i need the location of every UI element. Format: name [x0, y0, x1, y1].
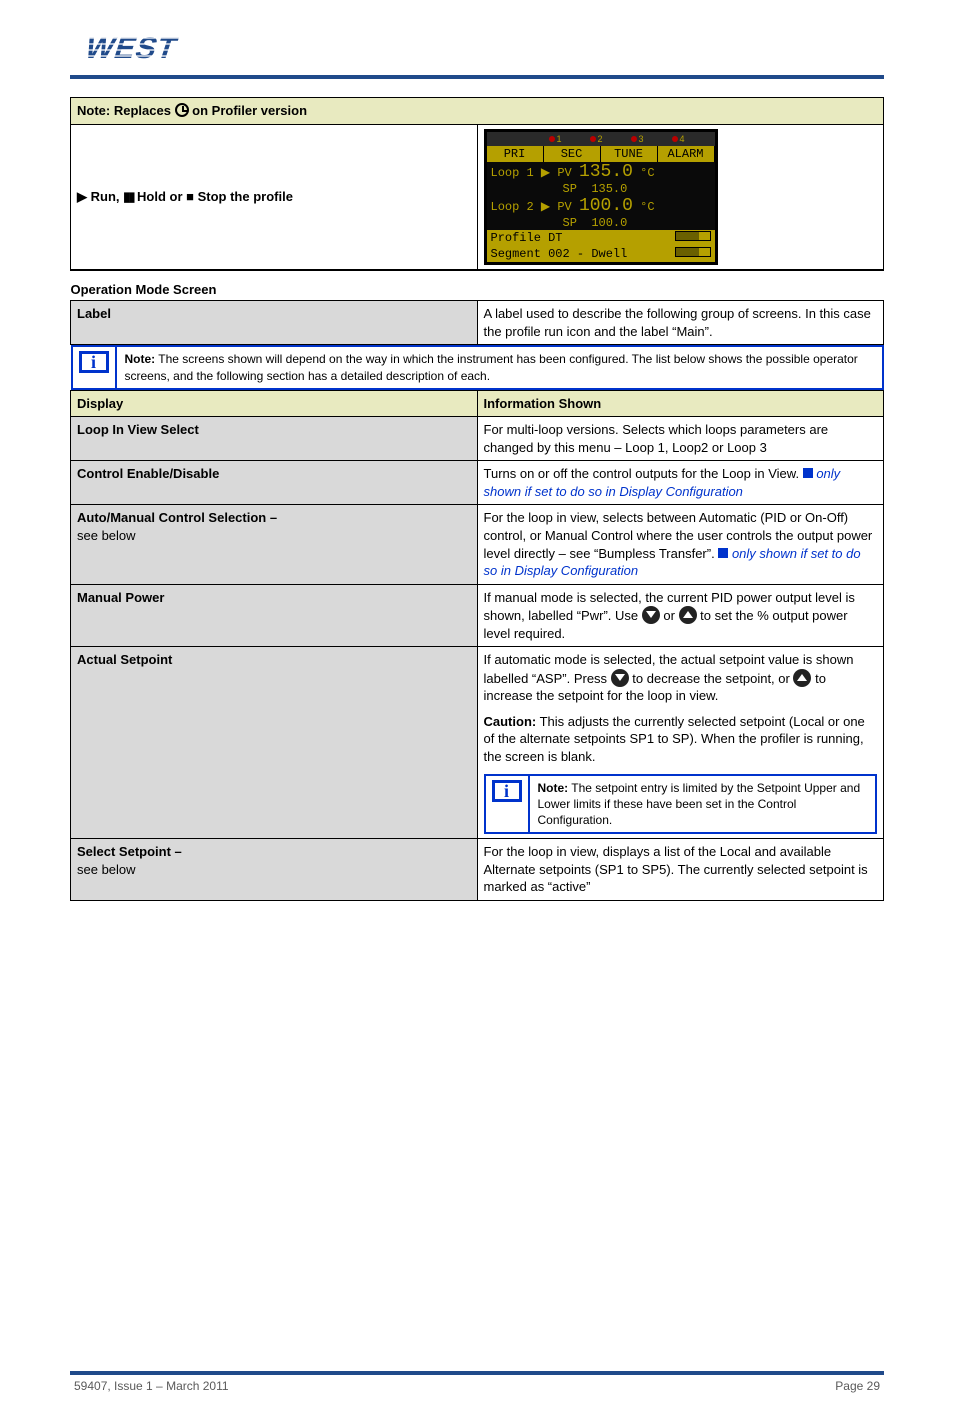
- lcd-tab-sec: SEC: [544, 146, 601, 162]
- lcd-l2-pv-lbl: Loop 2 ▶ PV: [491, 200, 572, 214]
- main-table: Note: Replaces on Profiler version ▶ Run…: [70, 97, 884, 901]
- asp-caution-body: This adjusts the currently selected setp…: [484, 714, 865, 764]
- footer-divider: [70, 1371, 884, 1375]
- led-1: 1: [557, 133, 562, 145]
- clock-icon: [175, 103, 189, 117]
- note-head: Note:: [125, 352, 156, 366]
- key-up-icon: [679, 606, 697, 624]
- ctrl-en-left: Control Enable/Disable: [71, 461, 478, 505]
- lcd-status2: Segment 002 - Dwell: [491, 247, 628, 261]
- selsp-left: Select Setpoint – see below: [71, 839, 478, 901]
- lcd-l2-pv: 100.0: [579, 196, 633, 216]
- op-mode-heading: Operation Mode Screen: [71, 282, 217, 297]
- icon-note-row: Note: Replaces on Profiler version: [71, 98, 884, 125]
- lcd-l2-sp-lbl: SP: [563, 216, 577, 230]
- selsp-left-txt: Select Setpoint –: [77, 844, 182, 859]
- lcd-tab-tune: TUNE: [601, 146, 658, 162]
- asp-left: Actual Setpoint: [71, 647, 478, 839]
- label-left: Label: [71, 301, 478, 345]
- lcd-l2-sp: 100.0: [591, 216, 627, 230]
- asp-caution: Caution:: [484, 714, 537, 729]
- square-marker-icon: [803, 468, 813, 478]
- lcd-bar1: [675, 231, 711, 241]
- asp-body: If automatic mode is selected, the actua…: [477, 647, 884, 839]
- man-pwr-2: or: [663, 608, 678, 623]
- lcd-bar2: [675, 247, 711, 257]
- west-logo: WEST: [70, 30, 240, 66]
- brand-header: WEST: [70, 30, 884, 69]
- info-icon-2: [492, 780, 522, 802]
- led-4: 4: [680, 133, 685, 145]
- key-up-icon-2: [793, 669, 811, 687]
- auto-man-left-txt: Auto/Manual Control Selection –: [77, 510, 277, 525]
- footer-right: Page 29: [835, 1379, 880, 1393]
- footer-left: 59407, Issue 1 – March 2011: [74, 1379, 229, 1393]
- lcd-tab-alarm: ALARM: [658, 146, 715, 162]
- label-body: A label used to describe the following g…: [477, 301, 884, 345]
- lcd-l1-sp-lbl: SP: [563, 182, 577, 196]
- note-prefix: Note: Replaces: [77, 103, 175, 118]
- note-body: The screens shown will depend on the way…: [125, 352, 858, 382]
- man-pwr-left: Manual Power: [71, 584, 478, 647]
- key-down-icon: [642, 606, 660, 624]
- lcd-l1-pv: 135.0: [579, 162, 633, 182]
- selsp-body: For the loop in view, displays a list of…: [477, 839, 884, 901]
- lcd-status1: Profile DT: [491, 231, 563, 245]
- lcd-l1-sp: 135.0: [591, 182, 627, 196]
- page-footer: 59407, Issue 1 – March 2011 Page 29: [70, 1379, 884, 1393]
- led-2: 2: [598, 133, 603, 145]
- lcd-cell: 1 2 3 4 PRI SEC TUNE ALARM Loop 1 ▶ PV 1…: [477, 124, 884, 270]
- note-suffix: on Profiler version: [192, 103, 307, 118]
- run-left: ▶ Run, ▮▮ Hold or ■ Stop the profile: [71, 124, 478, 270]
- ctrl-en-body: Turns on or off the control outputs for …: [477, 461, 884, 505]
- lcd-l1-u: °C: [640, 166, 654, 180]
- asp-inner-note-head: Note:: [538, 781, 569, 795]
- loop-sel-body: For multi-loop versions. Selects which l…: [477, 417, 884, 461]
- note-block: Note: The screens shown will depend on t…: [71, 345, 884, 389]
- run-left-text: ▶ Run, ▮▮ Hold or ■ Stop the profile: [77, 189, 293, 204]
- square-marker-icon-2: [718, 548, 728, 558]
- asp-inner-note-body: The setpoint entry is limited by the Set…: [538, 781, 861, 827]
- lcd-l1-pv-lbl: Loop 1 ▶ PV: [491, 166, 572, 180]
- auto-man-body: For the loop in view, selects between Au…: [477, 505, 884, 584]
- asp-2: to decrease the setpoint, or: [632, 671, 793, 686]
- key-down-icon-2: [611, 669, 629, 687]
- display-col-head: Display: [71, 390, 478, 417]
- svg-text:WEST: WEST: [81, 31, 183, 65]
- ctrl-en-pre: Turns on or off the control outputs for …: [484, 466, 803, 481]
- info-icon: [79, 351, 109, 373]
- lcd-l2-u: °C: [640, 200, 654, 214]
- auto-man-left: Auto/Manual Control Selection – see belo…: [71, 505, 478, 584]
- man-pwr-body: If manual mode is selected, the current …: [477, 584, 884, 647]
- led-3: 3: [639, 133, 644, 145]
- info-col-head: Information Shown: [477, 390, 884, 417]
- lcd-screenshot: 1 2 3 4 PRI SEC TUNE ALARM Loop 1 ▶ PV 1…: [484, 129, 718, 265]
- loop-sel-left: Loop In View Select: [71, 417, 478, 461]
- header-divider: [70, 75, 884, 79]
- lcd-tab-pri: PRI: [487, 146, 544, 162]
